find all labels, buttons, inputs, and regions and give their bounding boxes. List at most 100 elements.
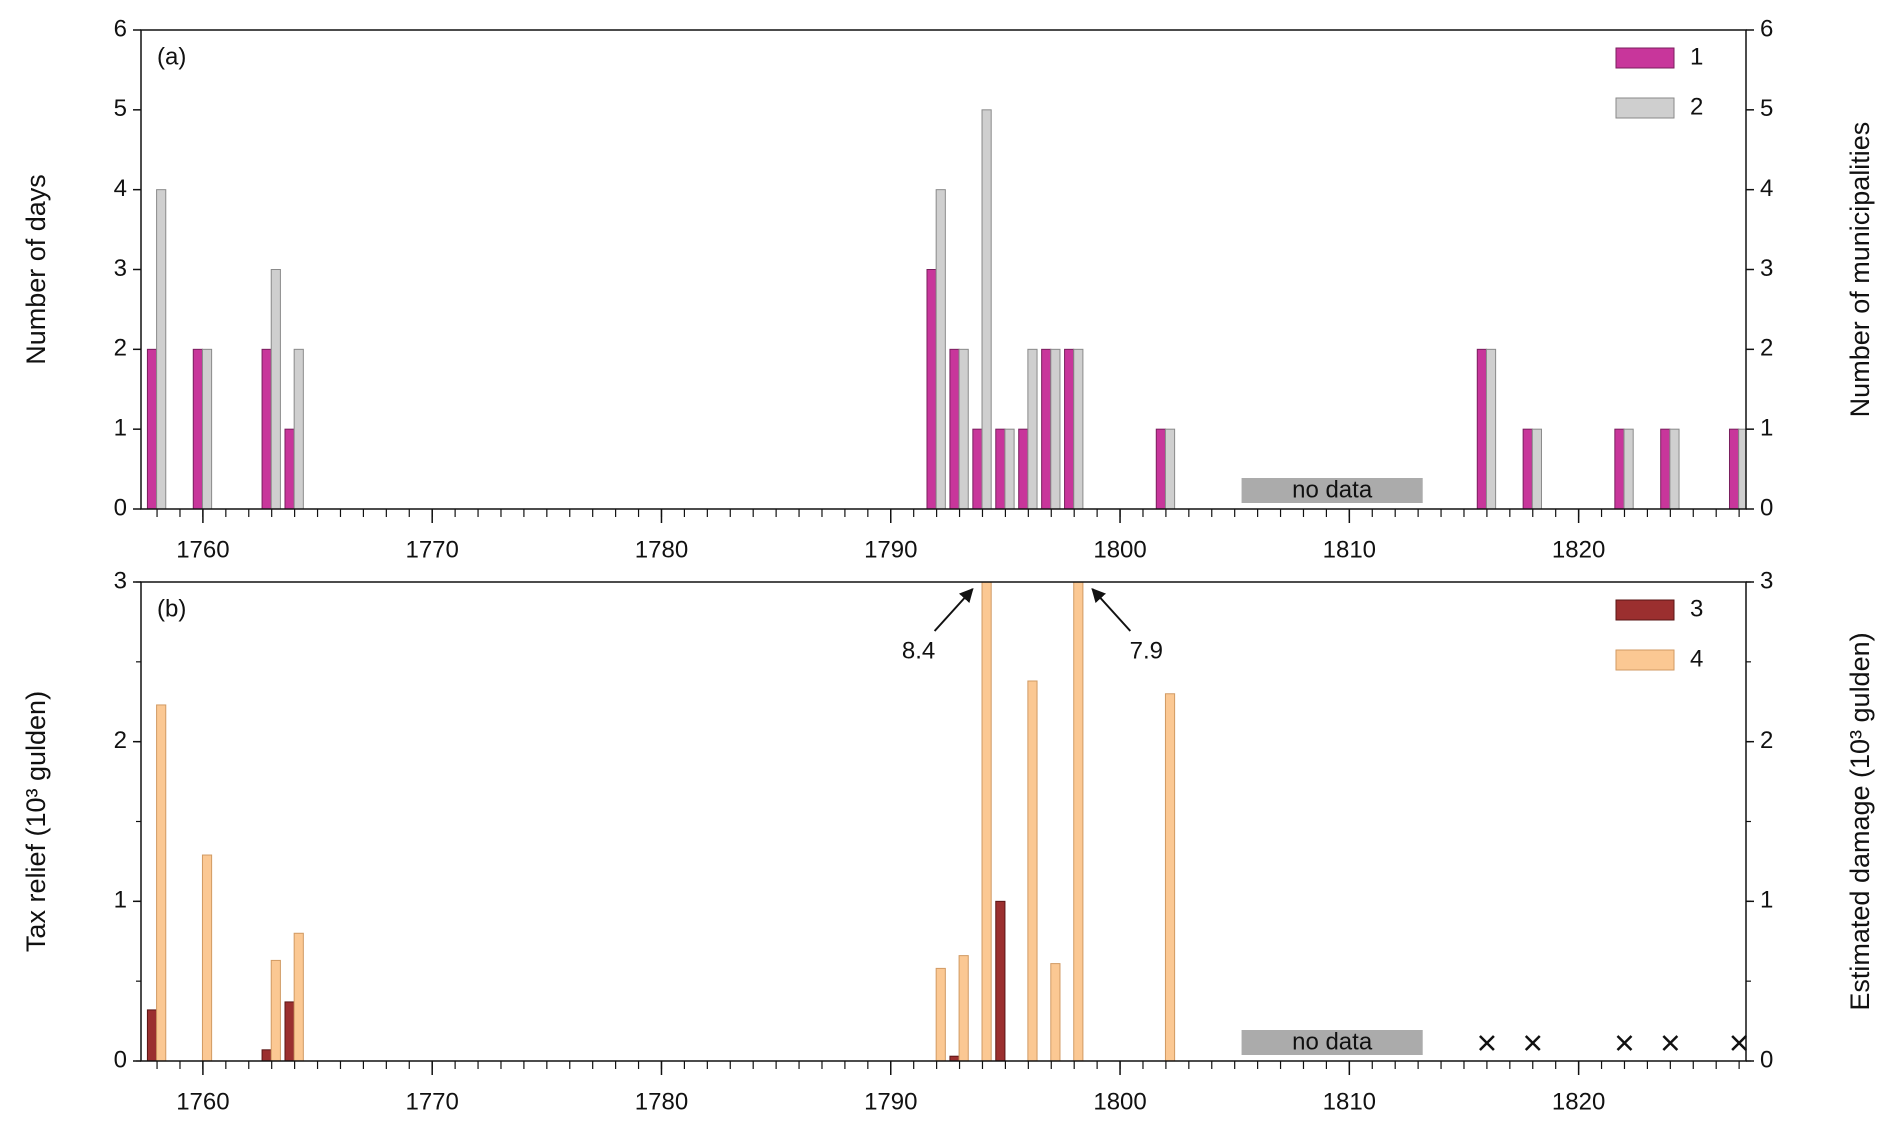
bar	[1669, 428, 1680, 509]
y2-tick-label: 3	[1760, 255, 1773, 282]
callout-label: 8.4	[902, 637, 935, 664]
x-tick-label: 1780	[635, 536, 688, 563]
y-tick-label: 2	[114, 727, 127, 754]
y2-tick-label: 6	[1760, 15, 1773, 42]
y-tick-label: 3	[114, 567, 127, 594]
bar	[1531, 428, 1542, 509]
bar	[995, 428, 1006, 509]
x-tick-label: 1820	[1552, 1088, 1605, 1115]
bar	[1018, 428, 1029, 509]
legend-label: 4	[1690, 645, 1703, 672]
no-data-label: no data	[1292, 1028, 1373, 1055]
bar	[270, 269, 281, 509]
legend-swatch	[1615, 649, 1675, 671]
bar	[1660, 428, 1671, 509]
panel-label: (b)	[157, 595, 186, 622]
bar	[261, 348, 272, 509]
bar	[1522, 428, 1533, 509]
y-tick-label: 3	[114, 255, 127, 282]
bar	[935, 967, 946, 1061]
x-tick-label: 1780	[635, 1088, 688, 1115]
no-data-box	[1241, 1030, 1423, 1055]
bar	[293, 348, 304, 509]
bar	[995, 900, 1006, 1061]
callout-label: 7.9	[1130, 637, 1163, 664]
legend-swatch	[1615, 97, 1675, 119]
no-data-box	[1241, 478, 1423, 503]
bar	[156, 704, 167, 1061]
bar	[284, 428, 295, 509]
y-tick-label: 4	[114, 175, 127, 202]
y2-tick-label: 0	[1760, 494, 1773, 521]
bar	[958, 955, 969, 1061]
y2-axis-title: Estimated damage (10³ gulden)	[1845, 632, 1875, 1010]
legend-swatch	[1615, 599, 1675, 621]
y2-tick-label: 1	[1760, 415, 1773, 442]
bar	[1728, 428, 1740, 509]
y-axis-title: Tax relief (10³ gulden)	[21, 691, 51, 952]
cross-marker	[1731, 1035, 1748, 1051]
cross-marker	[1479, 1035, 1495, 1051]
bar	[1004, 428, 1015, 509]
panel-label: (a)	[157, 43, 186, 70]
y-tick-label: 0	[114, 494, 127, 521]
y-tick-label: 0	[114, 1046, 127, 1073]
x-tick-label: 1760	[176, 536, 229, 563]
y2-tick-label: 1	[1760, 887, 1773, 914]
callout-arrow	[1091, 587, 1132, 632]
y-tick-label: 1	[114, 887, 127, 914]
y-tick-label: 1	[114, 415, 127, 442]
x-tick-label: 1810	[1323, 1088, 1376, 1115]
cross-marker	[1524, 1035, 1541, 1051]
y2-tick-label: 0	[1760, 1046, 1773, 1073]
bar	[270, 959, 281, 1061]
bar	[1064, 348, 1075, 509]
bar	[1476, 348, 1487, 509]
bar	[1164, 693, 1176, 1061]
y2-axis-title: Number of municipalities	[1845, 122, 1875, 418]
y2-tick-label: 2	[1760, 727, 1773, 754]
bar	[1155, 428, 1166, 509]
x-tick-label: 1790	[864, 536, 917, 563]
y-axis-title: Number of days	[21, 174, 51, 365]
x-tick-label: 1790	[864, 1088, 917, 1115]
cross-marker	[1662, 1035, 1679, 1051]
no-data-label: no data	[1292, 476, 1373, 503]
bar	[146, 1009, 158, 1061]
x-tick-label: 1820	[1552, 536, 1605, 563]
x-tick-label: 1800	[1093, 1088, 1146, 1115]
bar	[1614, 428, 1625, 509]
bar	[1073, 582, 1084, 1061]
plot-area	[146, 109, 1746, 509]
y-tick-label: 2	[114, 335, 127, 362]
y-tick-label: 5	[114, 95, 127, 122]
bar	[201, 854, 213, 1061]
bar	[261, 1049, 272, 1061]
bar	[1050, 348, 1061, 509]
plot-frame	[140, 581, 1747, 1062]
bar	[1041, 348, 1052, 509]
bar	[1623, 428, 1634, 509]
bar	[949, 348, 960, 509]
bar	[981, 109, 992, 509]
bar	[284, 1001, 295, 1061]
x-tick-label: 1770	[405, 1088, 458, 1115]
bar	[926, 269, 937, 509]
y-tick-label: 6	[114, 15, 127, 42]
bar	[1050, 963, 1061, 1061]
plot-area	[146, 582, 1176, 1061]
bar	[1485, 348, 1497, 509]
bar	[1073, 348, 1084, 509]
legend-label: 3	[1690, 595, 1703, 622]
bar	[156, 189, 167, 509]
x-tick-label: 1800	[1093, 536, 1146, 563]
y2-tick-label: 5	[1760, 95, 1773, 122]
y2-tick-label: 3	[1760, 567, 1773, 594]
cross-marker	[1616, 1035, 1633, 1051]
bar	[972, 428, 983, 509]
legend-label: 1	[1690, 43, 1703, 70]
bar	[192, 348, 203, 509]
x-tick-label: 1770	[405, 536, 458, 563]
y2-tick-label: 4	[1760, 175, 1773, 202]
